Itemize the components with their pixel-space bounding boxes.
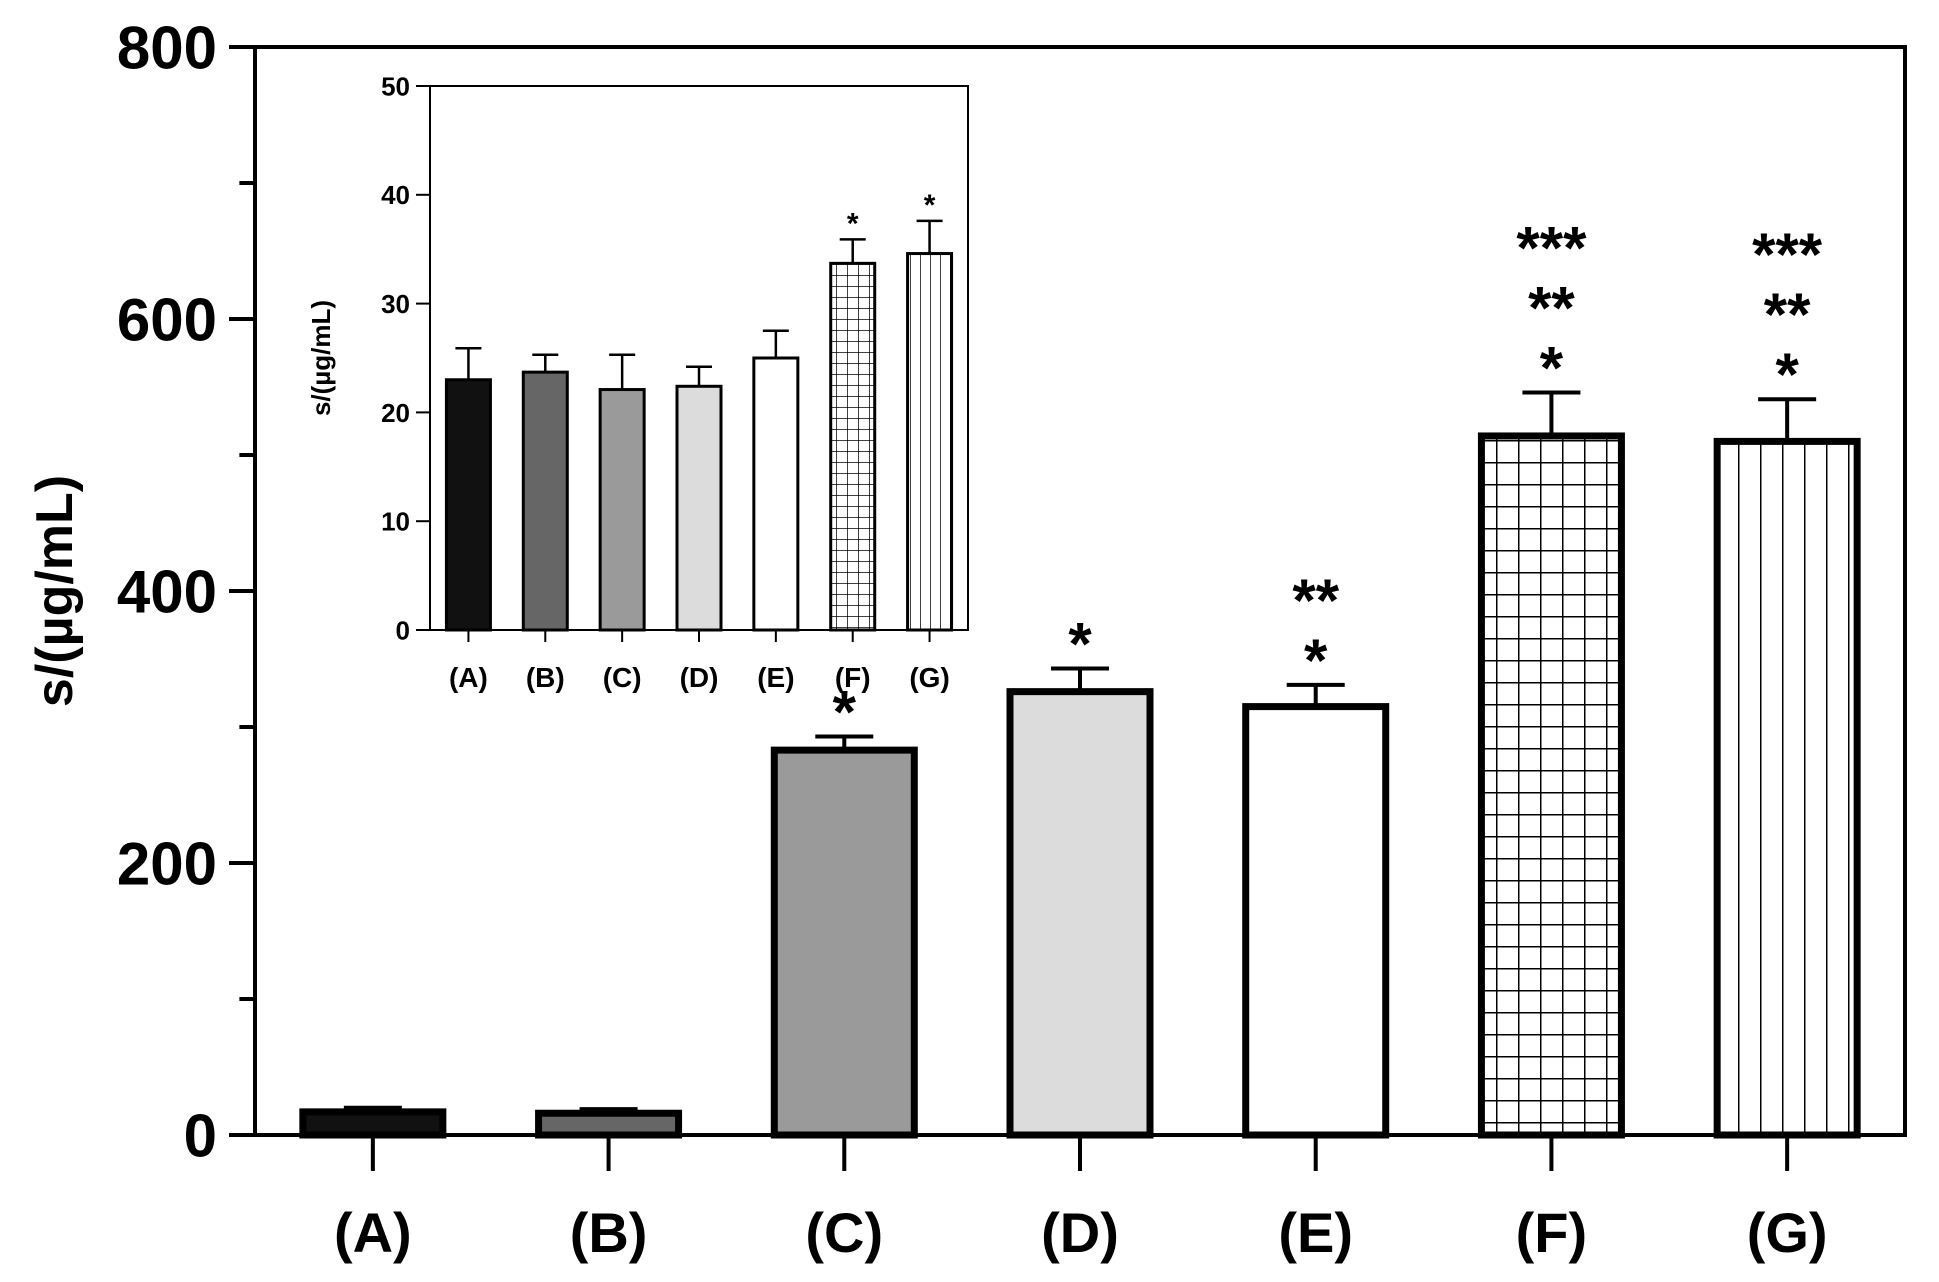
inset-x-tick-label: (D) — [680, 662, 719, 693]
main-x-tick-label: (E) — [1278, 1201, 1353, 1264]
inset-y-tick-label: 10 — [381, 507, 410, 537]
main-x-tick-label: (F) — [1516, 1201, 1588, 1264]
inset-y-axis-label: s/(µg/mL) — [306, 300, 336, 416]
main-significance-marker: ** — [1528, 274, 1575, 341]
inset-bar — [752, 356, 800, 632]
main-significance-marker: * — [833, 679, 857, 746]
inset-x-tick-label: (G) — [909, 662, 949, 693]
inset-x-tick-label: (C) — [603, 662, 642, 693]
inset-bar — [521, 370, 569, 632]
main-y-tick-label: 200 — [117, 831, 217, 898]
inset-bar — [675, 384, 723, 632]
inset-x-tick-label: (F) — [835, 662, 871, 693]
inset-y-tick-label: 30 — [381, 289, 410, 319]
inset-bar — [444, 378, 492, 632]
inset-x-tick-label: (A) — [449, 662, 488, 693]
main-significance-marker: * — [1775, 341, 1799, 408]
main-y-axis-label: s/(µg/mL) — [26, 475, 84, 707]
main-bar — [770, 746, 918, 1139]
inset-y-tick-label: 20 — [381, 398, 410, 428]
main-significance-marker: ** — [1292, 567, 1339, 634]
inset-y-tick-label: 40 — [381, 180, 410, 210]
main-bar — [1242, 703, 1390, 1139]
inset-x-tick-label: (E) — [757, 662, 794, 693]
main-y-tick-label: 800 — [117, 15, 217, 82]
main-y-tick-label: 400 — [117, 559, 217, 626]
main-significance-marker: *** — [1752, 221, 1823, 288]
main-x-tick-label: (A) — [334, 1201, 412, 1264]
main-significance-marker: ** — [1764, 281, 1811, 348]
inset-bar — [906, 252, 954, 632]
main-x-tick-label: (B) — [570, 1201, 648, 1264]
inset-x-tick-label: (B) — [526, 662, 565, 693]
inset-bar — [829, 261, 877, 632]
main-significance-marker: * — [1068, 611, 1092, 678]
main-y-tick-label: 0 — [184, 1103, 217, 1170]
inset-y-tick-label: 0 — [396, 615, 410, 645]
main-bar — [1006, 688, 1154, 1139]
main-bar — [535, 1109, 683, 1139]
main-bar — [1477, 432, 1625, 1139]
main-significance-marker: *** — [1516, 214, 1587, 281]
main-significance-marker: * — [1540, 334, 1564, 401]
main-bar — [1713, 437, 1861, 1139]
main-bar — [299, 1108, 447, 1139]
main-x-tick-label: (D) — [1041, 1201, 1119, 1264]
inset-chart: 0 10 20 30 40 50 s/(µg/mL) (A) (B) (C) (D) (E) (F) * (… — [306, 71, 970, 693]
inset-bar — [598, 388, 646, 632]
main-x-tick-label: (G) — [1747, 1201, 1828, 1264]
main-significance-marker: * — [1304, 627, 1328, 694]
inset-y-tick-label: 50 — [381, 71, 410, 101]
main-x-tick-label: (C) — [805, 1201, 883, 1264]
main-y-tick-label: 600 — [117, 287, 217, 354]
inset-significance-marker: * — [847, 207, 859, 240]
inset-significance-marker: * — [924, 189, 936, 222]
